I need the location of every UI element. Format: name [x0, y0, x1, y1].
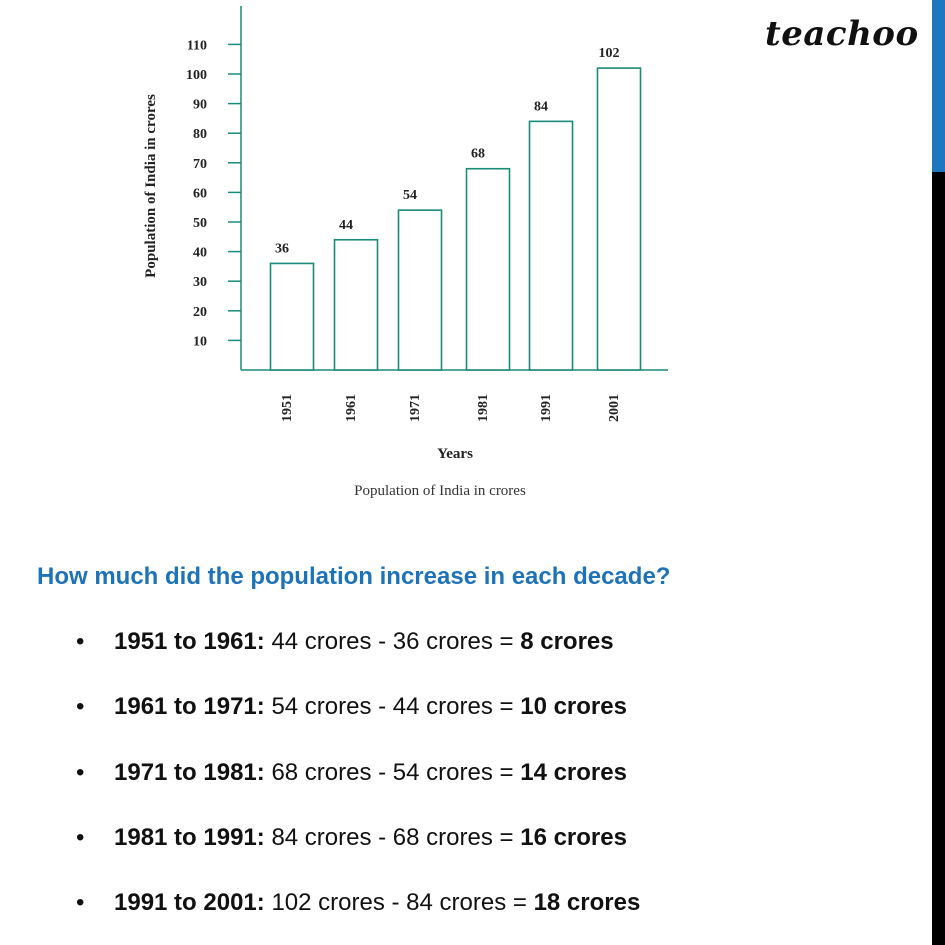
step-period: 1961 to 1971: [114, 693, 265, 720]
bar [465, 167, 511, 371]
bar [596, 67, 642, 371]
data-label: 44 [339, 218, 353, 233]
data-label: 36 [275, 241, 289, 256]
y-tick-label: 70 [193, 157, 207, 172]
sidebar-accent-blue [932, 0, 945, 172]
data-label: 102 [599, 46, 620, 61]
y-tick-label: 50 [193, 216, 207, 231]
x-tick-label: 1961 [344, 394, 359, 422]
chart-caption: Population of India in crores [354, 483, 526, 499]
sidebar-accent-black [932, 172, 945, 945]
step-calc: 102 crores - 84 crores = [271, 889, 527, 916]
step-period: 1951 to 1961: [114, 628, 265, 655]
step-result: 16 crores [520, 824, 627, 851]
x-tick-label: 1981 [476, 394, 491, 422]
bullet: • [76, 889, 85, 916]
x-axis-title: Years [437, 446, 473, 462]
y-axis-title: Population of India in crores [143, 94, 159, 278]
list-item: • 1981 to 1991: 84 crores - 68 crores = 1… [76, 824, 627, 852]
step-calc: 54 crores - 44 crores = [271, 693, 514, 720]
list-item: • 1971 to 1981: 68 crores - 54 crores = 1… [76, 759, 627, 787]
data-label: 54 [403, 188, 417, 203]
y-tick-label: 60 [193, 186, 207, 201]
bar [333, 238, 379, 371]
population-bar-chart: 10 20 30 40 50 60 70 80 90 100 110 Population of In… [143, 6, 668, 499]
bullet: • [76, 693, 85, 720]
data-label: 84 [534, 99, 548, 114]
y-tick-label: 20 [193, 305, 207, 320]
step-calc: 68 crores - 54 crores = [271, 759, 514, 786]
step-period: 1991 to 2001: [114, 889, 265, 916]
x-tick-label: 2001 [607, 394, 622, 422]
list-item: • 1951 to 1961: 44 crores - 36 crores = 8… [76, 628, 614, 656]
bullet: • [76, 824, 85, 851]
list-item: • 1991 to 2001: 102 crores - 84 crores = … [76, 889, 640, 917]
y-tick-label: 40 [193, 246, 207, 261]
y-tick-label: 80 [193, 127, 207, 142]
question-heading: How much did the population increase in … [37, 563, 671, 590]
step-calc: 84 crores - 68 crores = [271, 824, 514, 851]
y-tick-label: 100 [186, 68, 207, 83]
bullet: • [76, 759, 85, 786]
step-period: 1981 to 1991: [114, 824, 265, 851]
x-tick-label: 1951 [280, 394, 295, 422]
y-tick-label: 110 [187, 38, 207, 53]
step-period: 1971 to 1981: [114, 759, 265, 786]
bullet: • [76, 628, 85, 655]
y-tick-label: 10 [193, 334, 207, 349]
bar [528, 120, 574, 371]
x-tick-label: 1971 [408, 394, 423, 422]
list-item: • 1961 to 1971: 54 crores - 44 crores = 1… [76, 693, 627, 721]
step-calc: 44 crores - 36 crores = [271, 628, 514, 655]
data-label: 68 [471, 147, 485, 162]
step-result: 14 crores [520, 759, 627, 786]
step-result: 10 crores [520, 693, 627, 720]
step-result: 18 crores [533, 889, 641, 916]
x-tick-label: 1991 [539, 394, 554, 422]
step-result: 8 crores [520, 628, 614, 655]
y-tick-label: 30 [193, 275, 207, 290]
y-tick-label: 90 [193, 98, 207, 113]
bar [269, 262, 315, 371]
bar [397, 209, 443, 371]
teachoo-logo: teachoo [765, 14, 919, 54]
